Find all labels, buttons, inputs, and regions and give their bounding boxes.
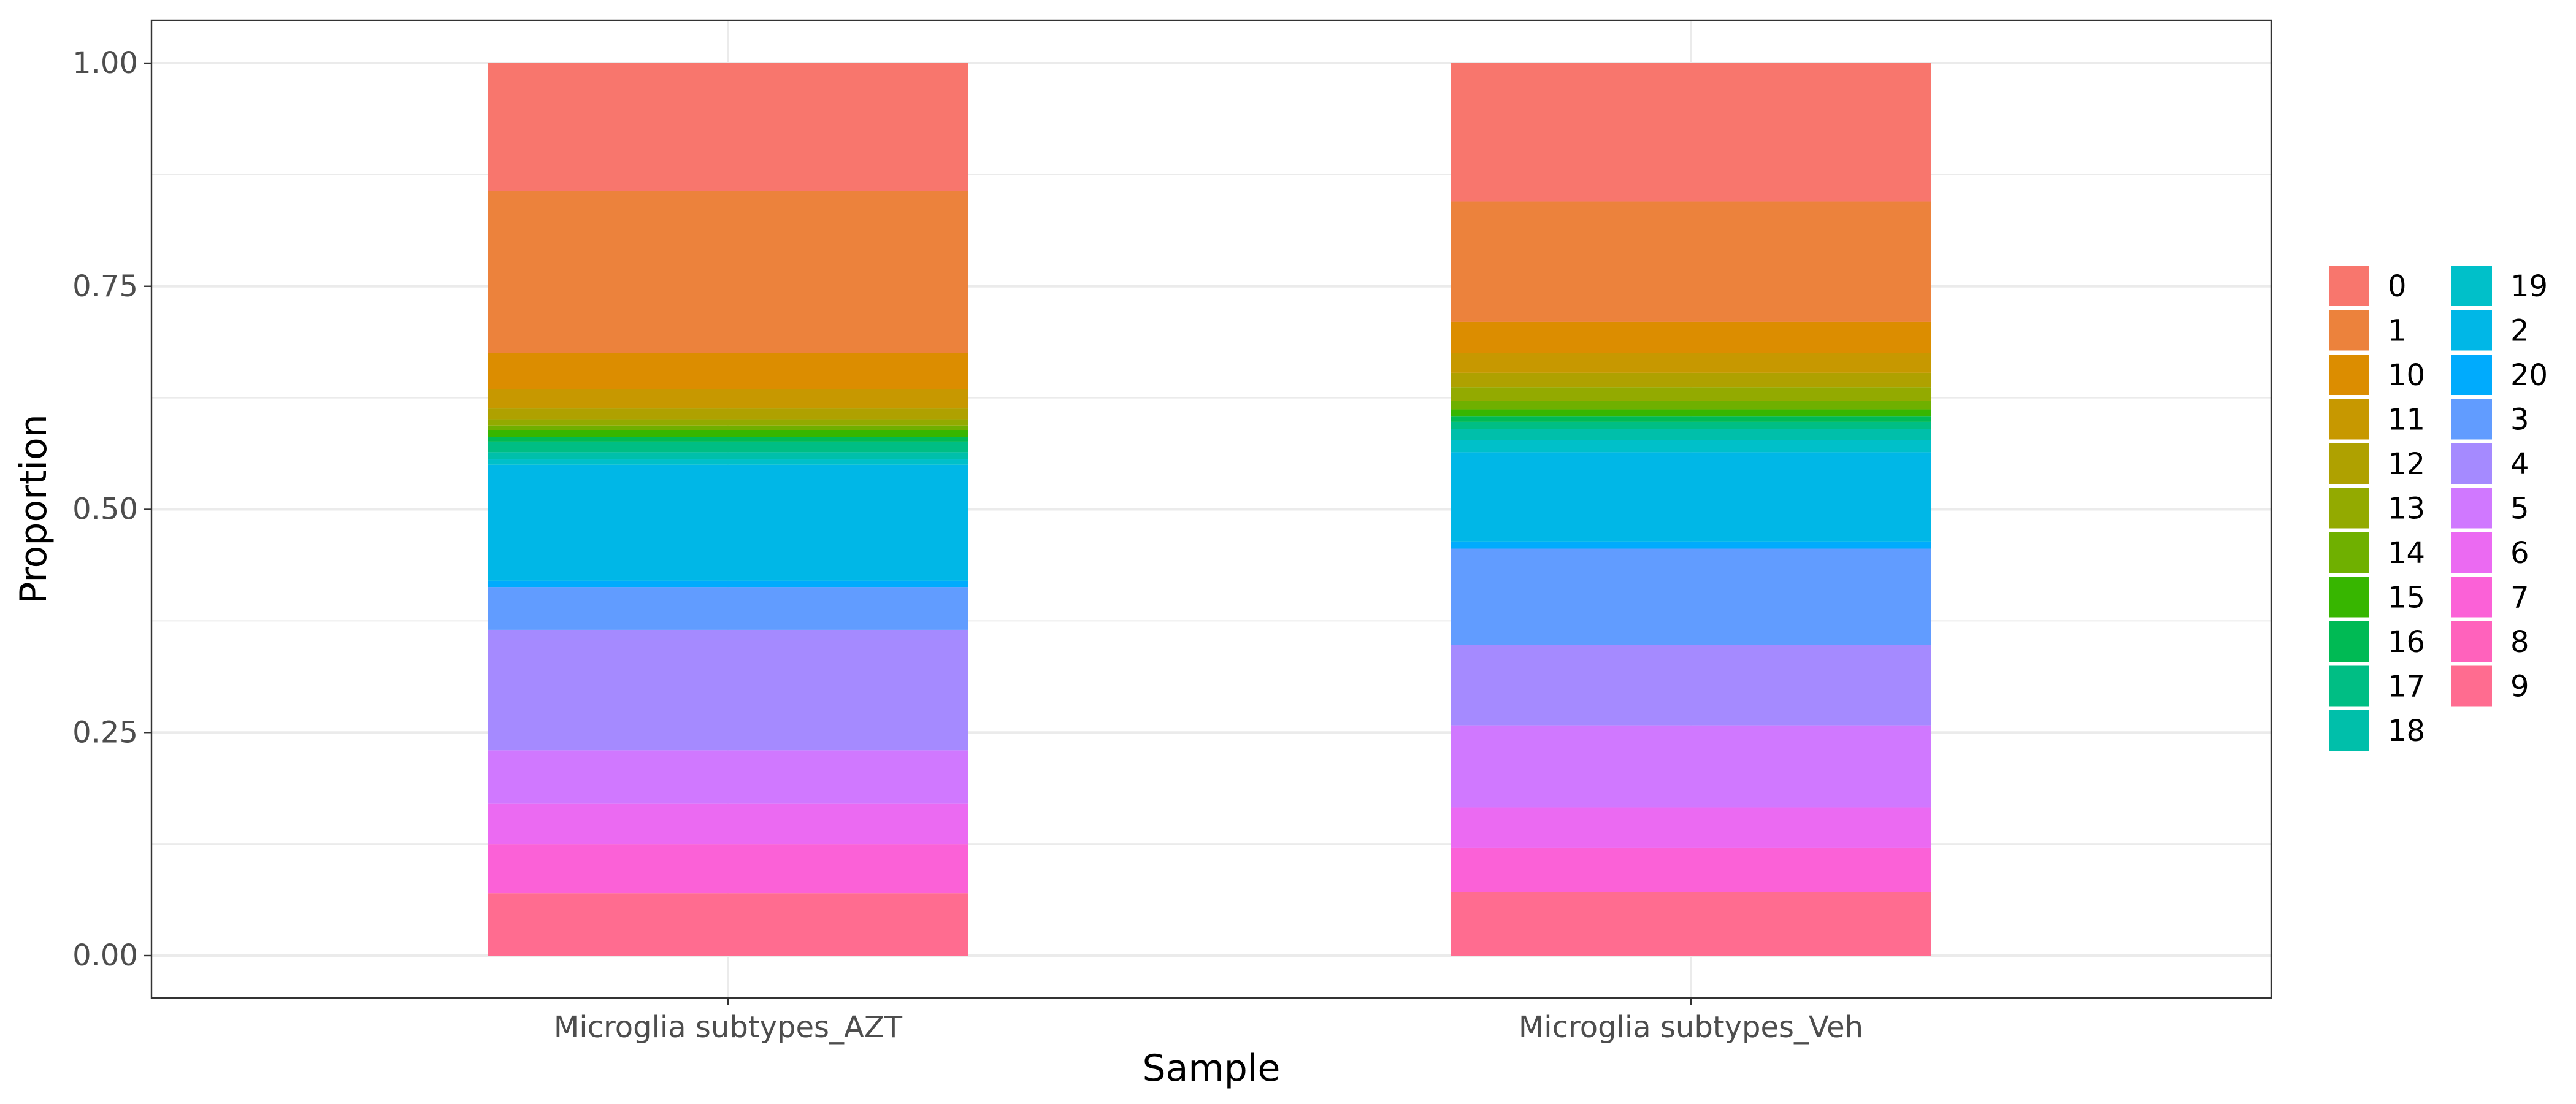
bar-segment-3 xyxy=(1451,548,1931,645)
legend-label: 15 xyxy=(2388,581,2425,615)
legend-key-16 xyxy=(2329,621,2369,662)
legend-key-18 xyxy=(2329,710,2369,751)
legend-label: 1 xyxy=(2388,314,2407,348)
y-tick-label: 0.00 xyxy=(72,938,138,973)
y-tick-label: 1.00 xyxy=(72,46,138,80)
x-axis-title: Sample xyxy=(1143,1047,1281,1090)
bar-segment-12 xyxy=(488,408,968,420)
legend-key-20 xyxy=(2451,355,2492,395)
legend-label: 17 xyxy=(2388,670,2425,704)
legend-key-14 xyxy=(2329,532,2369,573)
legend-key-15 xyxy=(2329,577,2369,618)
legend-key-0 xyxy=(2329,266,2369,306)
y-tick-label: 0.75 xyxy=(72,269,138,304)
bar-segment-5 xyxy=(488,750,968,804)
legend-label: 4 xyxy=(2510,447,2529,481)
bar-segment-16 xyxy=(1451,416,1931,422)
bar-segment-5 xyxy=(1451,725,1931,808)
bar-segment-7 xyxy=(488,844,968,894)
bar-segment-12 xyxy=(1451,372,1931,388)
legend-label: 6 xyxy=(2510,536,2529,570)
bar-segment-20 xyxy=(488,580,968,588)
bar-segment-9 xyxy=(488,893,968,956)
legend-key-5 xyxy=(2451,488,2492,529)
bar-segment-0 xyxy=(1451,63,1931,202)
legend-label: 11 xyxy=(2388,403,2425,437)
bar-segment-6 xyxy=(488,803,968,845)
bar-segment-16 xyxy=(488,437,968,442)
legend-key-10 xyxy=(2329,355,2369,395)
bar-segment-18 xyxy=(488,452,968,460)
bar-segment-15 xyxy=(1451,409,1931,417)
bar-segment-4 xyxy=(1451,645,1931,726)
legend-key-7 xyxy=(2451,577,2492,618)
bar-segment-14 xyxy=(1451,400,1931,410)
bars xyxy=(488,63,1931,956)
bar-segment-13 xyxy=(1451,387,1931,401)
bar-segment-6 xyxy=(1451,807,1931,848)
bar-segment-2 xyxy=(488,464,968,581)
legend-label: 12 xyxy=(2388,447,2425,481)
y-tick-label: 0.50 xyxy=(72,493,138,527)
legend-key-17 xyxy=(2329,665,2369,707)
legend-key-4 xyxy=(2451,443,2492,484)
legend-label: 9 xyxy=(2510,670,2529,704)
legend-key-3 xyxy=(2451,399,2492,440)
bar-segment-11 xyxy=(1451,353,1931,373)
bar-segment-0 xyxy=(488,63,968,191)
legend-key-11 xyxy=(2329,399,2369,440)
legend-label: 13 xyxy=(2388,492,2425,526)
legend-label: 20 xyxy=(2510,358,2548,393)
bar-segment-15 xyxy=(488,430,968,437)
legend-label: 2 xyxy=(2510,314,2529,348)
bar-segment-14 xyxy=(488,425,968,431)
legend-label: 18 xyxy=(2388,714,2425,748)
legend-key-19 xyxy=(2451,266,2492,306)
bar-segment-9 xyxy=(1451,892,1931,956)
legend-key-12 xyxy=(2329,443,2369,484)
bar-segment-13 xyxy=(488,419,968,426)
y-axis-title: Proportion xyxy=(12,414,55,604)
legend-key-6 xyxy=(2451,532,2492,573)
legend-key-13 xyxy=(2329,488,2369,529)
legend-label: 14 xyxy=(2388,536,2425,570)
bar-segment-17 xyxy=(488,441,968,453)
legend-key-9 xyxy=(2451,665,2492,707)
legend-label: 10 xyxy=(2388,358,2425,393)
bar-segment-3 xyxy=(488,587,968,630)
x-axis: Microglia subtypes_AZT Microglia subtypes… xyxy=(554,998,1863,1045)
legend: 0 1 10 11 12 13 14 15 16 17 18 19 2 20 3 4 5 6 7 8 9 xyxy=(2329,266,2548,751)
bar-segment-18 xyxy=(1451,429,1931,440)
bar-segment-19 xyxy=(1451,440,1931,453)
legend-label: 19 xyxy=(2510,269,2548,304)
x-tick-label: Microglia subtypes_AZT xyxy=(554,1010,903,1045)
y-axis: 0.00 0.25 0.50 0.75 1.00 xyxy=(72,46,151,973)
x-tick-label: Microglia subtypes_Veh xyxy=(1519,1010,1863,1045)
legend-label: 16 xyxy=(2388,625,2425,659)
bar-segment-20 xyxy=(1451,541,1931,549)
bar-segment-1 xyxy=(488,191,968,353)
bar-segment-1 xyxy=(1451,201,1931,322)
legend-key-8 xyxy=(2451,621,2492,662)
legend-key-2 xyxy=(2451,310,2492,351)
legend-label: 8 xyxy=(2510,625,2529,659)
bar-segment-10 xyxy=(488,353,968,389)
bar-segment-2 xyxy=(1451,452,1931,542)
legend-label: 5 xyxy=(2510,492,2529,526)
bar-segment-4 xyxy=(488,629,968,751)
bar-segment-10 xyxy=(1451,321,1931,353)
legend-label: 7 xyxy=(2510,581,2529,615)
legend-label: 0 xyxy=(2388,269,2407,304)
y-tick-label: 0.25 xyxy=(72,715,138,749)
bar-segment-7 xyxy=(1451,847,1931,892)
legend-label: 3 xyxy=(2510,403,2529,437)
bar-segment-11 xyxy=(488,389,968,409)
legend-key-1 xyxy=(2329,310,2369,351)
bar-segment-17 xyxy=(1451,421,1931,429)
bar-segment-19 xyxy=(488,459,968,465)
